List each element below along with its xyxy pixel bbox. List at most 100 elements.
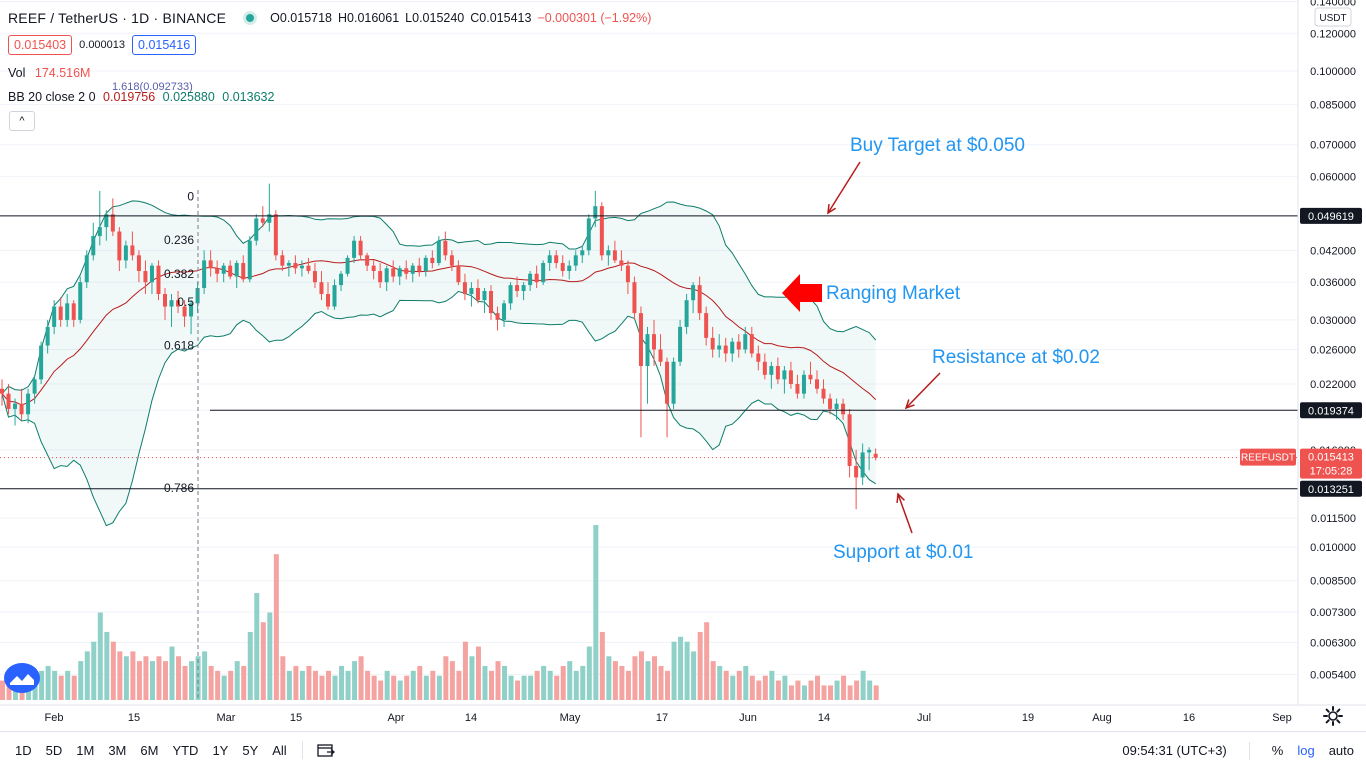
candle-body [312, 271, 317, 283]
volume-bar [0, 680, 5, 700]
candle [495, 306, 500, 331]
volume-bar [78, 661, 84, 700]
volume-bar [528, 675, 534, 700]
candle [110, 198, 115, 237]
volume-bar [130, 651, 136, 700]
timeframe-6m[interactable]: 6M [140, 742, 159, 758]
candle [762, 353, 767, 380]
candle [482, 288, 487, 314]
candle [163, 288, 167, 320]
level-label-text: 0.019374 [1308, 405, 1354, 417]
horizontal-levels [0, 215, 1298, 490]
price-tick-label: 0.011500 [1311, 513, 1356, 525]
volume-bar [358, 656, 364, 700]
level-label-text: 0.013251 [1308, 484, 1354, 496]
volume-bar [286, 670, 292, 700]
candle-body [469, 288, 474, 295]
price-tick-label: 0.022000 [1310, 379, 1356, 391]
timeframe-ytd[interactable]: YTD [172, 742, 199, 758]
candle-body [149, 265, 154, 283]
candle [436, 236, 441, 266]
sell-button[interactable]: 0.015403 [8, 35, 73, 55]
timeframe-1y[interactable]: 1Y [212, 742, 229, 758]
candle [78, 276, 83, 324]
timeframe-3m[interactable]: 3M [108, 742, 127, 758]
price-tick-label: 0.030000 [1310, 315, 1356, 327]
candle [638, 306, 643, 438]
time-axis: Feb 15 Mar 15 Apr 14 May 17 Jun 14 Jul 19 Aug 16 Sep [0, 704, 1366, 724]
candle [384, 265, 389, 291]
candle-body [489, 290, 493, 314]
price-tick-label: 0.005400 [1310, 669, 1356, 681]
timeframe-5d[interactable]: 5D [45, 742, 63, 758]
candle-body [358, 240, 363, 256]
symbol-title[interactable]: REEF / TetherUS · 1D · BINANCE [8, 10, 227, 26]
timeframe-1m[interactable]: 1M [76, 742, 95, 758]
candle [306, 257, 311, 274]
candle [854, 449, 859, 510]
price-tick-label: 0.008500 [1310, 576, 1356, 588]
tradingview-logo-icon[interactable] [4, 663, 40, 693]
settings-gear-icon[interactable] [1322, 705, 1344, 727]
volume-bar [312, 670, 318, 700]
candle-body [632, 282, 637, 314]
go-to-date-icon[interactable] [317, 743, 335, 757]
candle [691, 282, 696, 314]
candle [619, 250, 624, 272]
candle-body [221, 265, 226, 274]
current-price-value: 0.015413 [1308, 452, 1354, 464]
volume-legend[interactable]: Vol 174.516M [8, 66, 90, 80]
timeframe-5y[interactable]: 5Y [242, 742, 259, 758]
buy-sell-panel: 0.015403 0.000013 0.015416 [8, 35, 197, 55]
candle-body [404, 268, 409, 274]
volume-bar [795, 680, 801, 700]
candle-body [762, 361, 767, 375]
fib-level-label: 0 [187, 189, 194, 203]
clock-timezone[interactable]: 09:54:31 (UTC+3) [1122, 743, 1227, 758]
volume-bar [71, 675, 77, 700]
candle [593, 190, 598, 228]
candle-body [580, 250, 585, 256]
volume-bar [169, 646, 175, 700]
candle-body [801, 374, 806, 394]
bar-countdown: 17:05:28 [1310, 466, 1353, 478]
price-tick-label: 0.100000 [1310, 66, 1356, 78]
ranging-market-arrow [782, 274, 822, 312]
bb-upper-value: 0.025880 [162, 90, 215, 104]
volume-bar [404, 675, 410, 700]
candle-body [397, 268, 402, 277]
candle-body [860, 452, 865, 478]
volume-bar [149, 661, 155, 700]
candle-body [352, 240, 357, 258]
candle [430, 250, 435, 269]
candle-body [528, 273, 533, 286]
price-tick-label: 0.006300 [1310, 638, 1356, 650]
fib-level-label: 0.382 [164, 267, 194, 281]
candle [860, 443, 865, 485]
volume-bar [384, 670, 390, 700]
collapse-legend-button[interactable]: ^ [9, 111, 35, 131]
buy-button[interactable]: 0.015416 [132, 35, 197, 55]
log-scale-toggle[interactable]: log [1297, 743, 1315, 758]
candle [254, 214, 259, 246]
candle [515, 276, 520, 298]
level-label-box [1300, 402, 1362, 419]
candle-body [658, 349, 663, 362]
candle [117, 227, 122, 272]
percent-scale-toggle[interactable]: % [1271, 743, 1284, 758]
price-tick-label: 0.060000 [1310, 172, 1356, 184]
bottom-toolbar: 1D 5D 1M 3M 6M YTD 1Y 5Y All 09:54:31 (U… [0, 731, 1366, 768]
timeframe-1d[interactable]: 1D [15, 742, 32, 758]
auto-scale-toggle[interactable]: auto [1328, 743, 1354, 758]
ohlc-open: O0.015718 [270, 11, 332, 25]
candle-body [247, 240, 252, 280]
candle-body [339, 273, 344, 286]
price-tick-label: 0.010000 [1310, 542, 1356, 554]
ohlc-change: −0.000301 (−1.92%) [537, 11, 652, 25]
candle-body [254, 218, 259, 241]
bollinger-legend[interactable]: BB 20 close 2 0 0.019756 0.025880 0.0136… [8, 90, 274, 104]
candle-body [13, 403, 18, 409]
candle [234, 260, 239, 289]
price-chart[interactable]: 00.2360.3820.50.6180.7861.618(0.092733)B… [0, 0, 1366, 731]
timeframe-all[interactable]: All [272, 742, 287, 758]
